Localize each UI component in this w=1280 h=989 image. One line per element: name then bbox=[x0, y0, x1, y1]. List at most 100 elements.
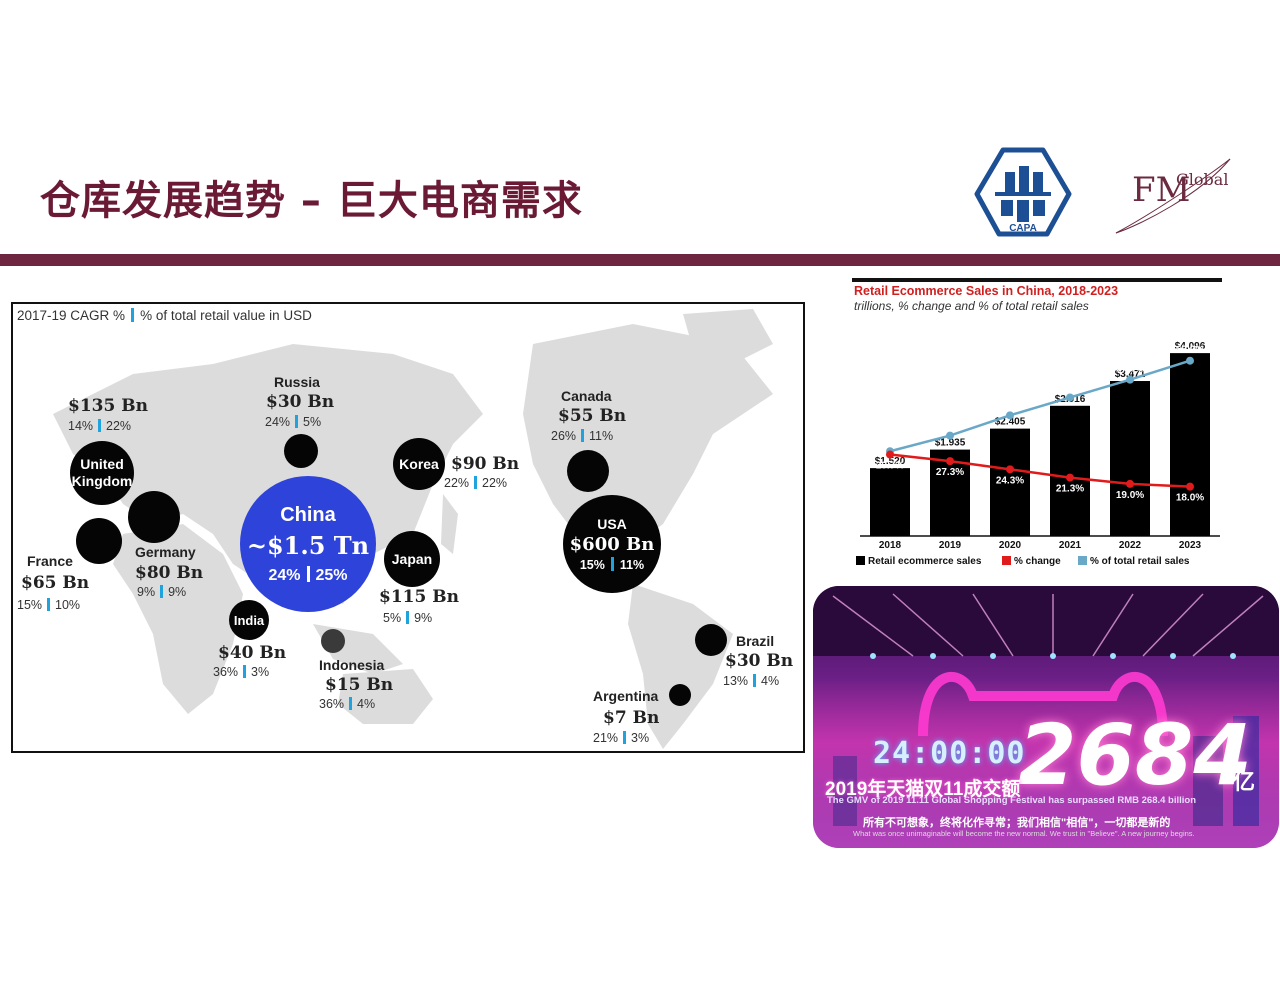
germany-percent: 9% 9% bbox=[137, 585, 186, 599]
change-point-2022 bbox=[1126, 479, 1134, 488]
share-label-2022: 57.0% bbox=[1116, 364, 1144, 375]
bubble-germany bbox=[128, 491, 180, 543]
share-label-2019: 36.6% bbox=[936, 420, 964, 431]
korea-cagr: 22% bbox=[444, 476, 470, 490]
germany-cagr: 9% bbox=[137, 585, 156, 599]
uk-bar bbox=[98, 419, 102, 432]
legend-change-label: % change bbox=[1014, 556, 1061, 567]
chart-title: Retail Ecommerce Sales in China, 2018-20… bbox=[854, 284, 1119, 298]
legend-bar-marker bbox=[131, 308, 135, 322]
change-label-2020: 24.3% bbox=[996, 475, 1024, 486]
slide-title: 仓库发展趋势 – 巨大电商需求 bbox=[40, 178, 583, 224]
korea-percent: 22% 22% bbox=[444, 476, 507, 490]
change-label-2019: 27.3% bbox=[936, 467, 964, 478]
share-point-2022 bbox=[1126, 375, 1134, 384]
legend-change-swatch bbox=[1002, 556, 1011, 565]
bubble-canada bbox=[567, 450, 609, 492]
japan-cagr: 5% bbox=[383, 611, 402, 625]
bubble-brazil bbox=[695, 624, 727, 656]
bubble-indonesia bbox=[321, 629, 345, 653]
capa-logo-text: CAPA bbox=[1009, 223, 1037, 234]
brazil-value: $30 Bn bbox=[725, 651, 794, 671]
bubble-france bbox=[76, 518, 122, 564]
legend-share-label: % of total retail sales bbox=[1090, 556, 1190, 567]
share-point-2023 bbox=[1186, 356, 1194, 365]
japan-bar bbox=[406, 611, 410, 624]
change-label-2022: 19.0% bbox=[1116, 490, 1144, 501]
brazil-share: 4% bbox=[761, 674, 780, 688]
usa-percent: 15% 11% bbox=[580, 557, 644, 572]
change-point-2020 bbox=[1006, 465, 1014, 474]
bubble-uk: United Kingdom bbox=[70, 441, 134, 505]
chart-subtitle: trillions, % change and % of total retai… bbox=[854, 299, 1089, 313]
france-value: $65 Bn bbox=[21, 573, 90, 593]
canada-bar bbox=[581, 429, 585, 442]
india-share: 3% bbox=[251, 665, 270, 679]
brazil-cagr: 13% bbox=[723, 674, 749, 688]
fm-logo-text: FM bbox=[1132, 170, 1190, 210]
canada-name: Canada bbox=[561, 388, 612, 404]
japan-value: $115 Bn bbox=[379, 587, 459, 607]
indonesia-name: Indonesia bbox=[319, 657, 385, 673]
indonesia-share: 4% bbox=[357, 697, 376, 711]
uk-percent: 14% 22% bbox=[68, 419, 131, 433]
change-point-2018 bbox=[886, 450, 894, 459]
change-line bbox=[889, 453, 1191, 488]
x-tick-2020: 2020 bbox=[999, 540, 1022, 551]
germany-bar bbox=[160, 585, 164, 598]
change-label-2018: 29.7% bbox=[876, 461, 904, 472]
uk-name: United Kingdom bbox=[71, 456, 133, 489]
russia-percent: 24% 5% bbox=[265, 415, 321, 429]
bubble-japan: Japan bbox=[384, 531, 440, 587]
canada-percent: 26% 11% bbox=[551, 429, 613, 443]
bar-2021 bbox=[1050, 405, 1090, 536]
korea-bar bbox=[474, 476, 478, 489]
brazil-percent: 13% 4% bbox=[723, 674, 779, 688]
china-bar bbox=[306, 565, 310, 582]
usa-cagr: 15% bbox=[579, 558, 605, 572]
bar-2020 bbox=[990, 428, 1030, 536]
change-point-2019 bbox=[946, 457, 954, 466]
share-point-2019 bbox=[946, 431, 954, 440]
slogan-en: What was once unimaginable will become t… bbox=[853, 829, 1195, 838]
photo-stage-graphics bbox=[813, 586, 1279, 848]
bar-2018 bbox=[870, 468, 910, 536]
russia-bar bbox=[295, 415, 299, 428]
fm-global-logo: FM Global bbox=[1115, 158, 1231, 234]
share-line bbox=[889, 359, 1191, 453]
bar-label-2022: $3.471 bbox=[1115, 369, 1146, 380]
argentina-bar bbox=[623, 731, 627, 744]
bar-2022 bbox=[1110, 381, 1150, 536]
france-bar bbox=[47, 598, 51, 611]
slogan-cn: 所有不可想象，终将化作寻常；我们相信"相信"，一切都是新的 bbox=[863, 817, 1171, 829]
usa-name: USA bbox=[597, 516, 627, 532]
usa-share: 11% bbox=[619, 558, 645, 572]
korea-name: Korea bbox=[399, 456, 439, 472]
indonesia-bar bbox=[349, 697, 353, 710]
indonesia-percent: 36% 4% bbox=[319, 697, 375, 711]
countdown-clock: 24:00:00 bbox=[873, 736, 1026, 771]
germany-value: $80 Bn bbox=[135, 563, 204, 583]
x-tick-2023: 2023 bbox=[1179, 540, 1202, 551]
global-logo-text: Global bbox=[1176, 170, 1228, 189]
x-tick-2021: 2021 bbox=[1059, 540, 1082, 551]
change-point-2021 bbox=[1066, 473, 1074, 482]
china-share: 25% bbox=[315, 566, 348, 584]
brazil-name: Brazil bbox=[736, 633, 775, 649]
canada-value: $55 Bn bbox=[558, 406, 627, 426]
ecommerce-world-map: 2017-19 CAGR % % of total retail value in… bbox=[11, 302, 805, 753]
china-name: China bbox=[280, 503, 336, 526]
x-tick-2018: 2018 bbox=[879, 540, 902, 551]
usa-value: $600 Bn bbox=[569, 534, 655, 555]
bubble-korea: Korea bbox=[393, 438, 445, 490]
france-cagr: 15% bbox=[17, 598, 43, 612]
x-tick-2019: 2019 bbox=[939, 540, 962, 551]
usa-bar bbox=[610, 557, 614, 571]
brazil-bar bbox=[753, 674, 757, 687]
capa-logo: CAPA bbox=[974, 147, 1072, 237]
chart-plot: $1.5202018$1.9352019$2.4052020$2.9162021… bbox=[856, 341, 1220, 567]
share-label-2021: 50.5% bbox=[1056, 381, 1084, 392]
legend-sales-swatch bbox=[856, 556, 865, 565]
germany-share: 9% bbox=[168, 585, 187, 599]
japan-share: 9% bbox=[414, 611, 433, 625]
